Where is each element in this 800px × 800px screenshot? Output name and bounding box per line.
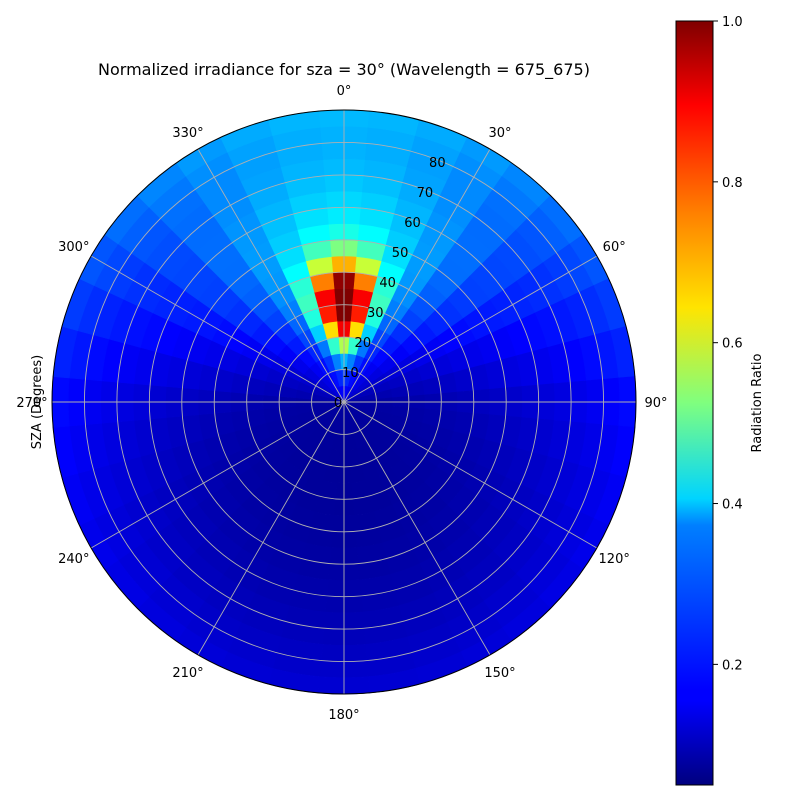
radius-tick-label: 50: [392, 246, 409, 261]
radius-tick-label: 80: [429, 156, 446, 171]
angular-gridline: [343, 148, 491, 403]
radius-tick-label: 30: [367, 306, 384, 321]
theta-tick-label: 300°: [58, 240, 89, 255]
colorbar-tick-label: 0.6: [722, 337, 743, 352]
colorbar-ticks: 0.2 0.4 0.6 0.8 1.0: [713, 15, 743, 673]
colorbar-tick-label: 0.8: [722, 176, 743, 191]
theta-tick-label: 120°: [599, 552, 630, 567]
angular-gridline: [343, 401, 598, 549]
radius-tick-label: 70: [417, 186, 434, 201]
polar-grid: [51, 109, 637, 695]
polar-frame: [51, 109, 637, 695]
y-axis-label: SZA (Degrees): [30, 355, 45, 449]
radius-tick-label: 60: [404, 216, 421, 231]
heatmap-cells: [51, 109, 637, 695]
angular-gridline: [343, 401, 491, 656]
theta-tick-label: 90°: [644, 396, 667, 411]
angular-gridline: [197, 148, 345, 403]
theta-tick-label: 30°: [488, 126, 511, 141]
radius-tick-label: 0: [334, 396, 342, 411]
theta-tick-label: 180°: [328, 708, 359, 723]
theta-tick-label: 210°: [172, 666, 203, 681]
angular-gridline: [197, 401, 345, 656]
angular-gridline: [90, 401, 345, 549]
theta-tick-label: 330°: [172, 126, 203, 141]
colorbar-tick-label: 0.4: [722, 498, 743, 513]
theta-tick-label: 240°: [58, 552, 89, 567]
chart-title: Normalized irradiance for sza = 30° (Wav…: [98, 60, 590, 80]
radius-tick-label: 10: [342, 366, 359, 381]
colorbar-label: Radiation Ratio: [750, 353, 765, 452]
colorbar-tick-label: 1.0: [722, 15, 743, 30]
theta-tick-label: 150°: [484, 666, 515, 681]
radius-tick-label: 20: [355, 336, 372, 351]
theta-tick-label: 270°: [16, 396, 47, 411]
angular-gridline: [343, 255, 598, 403]
theta-tick-label: 0°: [337, 84, 352, 99]
angular-gridline: [90, 255, 345, 403]
colorbar-tick-label: 0.2: [722, 658, 743, 673]
radius-tick-label: 40: [379, 276, 396, 291]
theta-tick-labels: 0° 30° 60° 90° 120° 150° 180° 210° 240° 270° 300° 3…: [16, 84, 667, 723]
theta-tick-label: 60°: [603, 240, 626, 255]
radius-tick-labels: 010 20 30 40 50 60 70 80: [334, 156, 446, 411]
colorbar: [675, 20, 714, 786]
